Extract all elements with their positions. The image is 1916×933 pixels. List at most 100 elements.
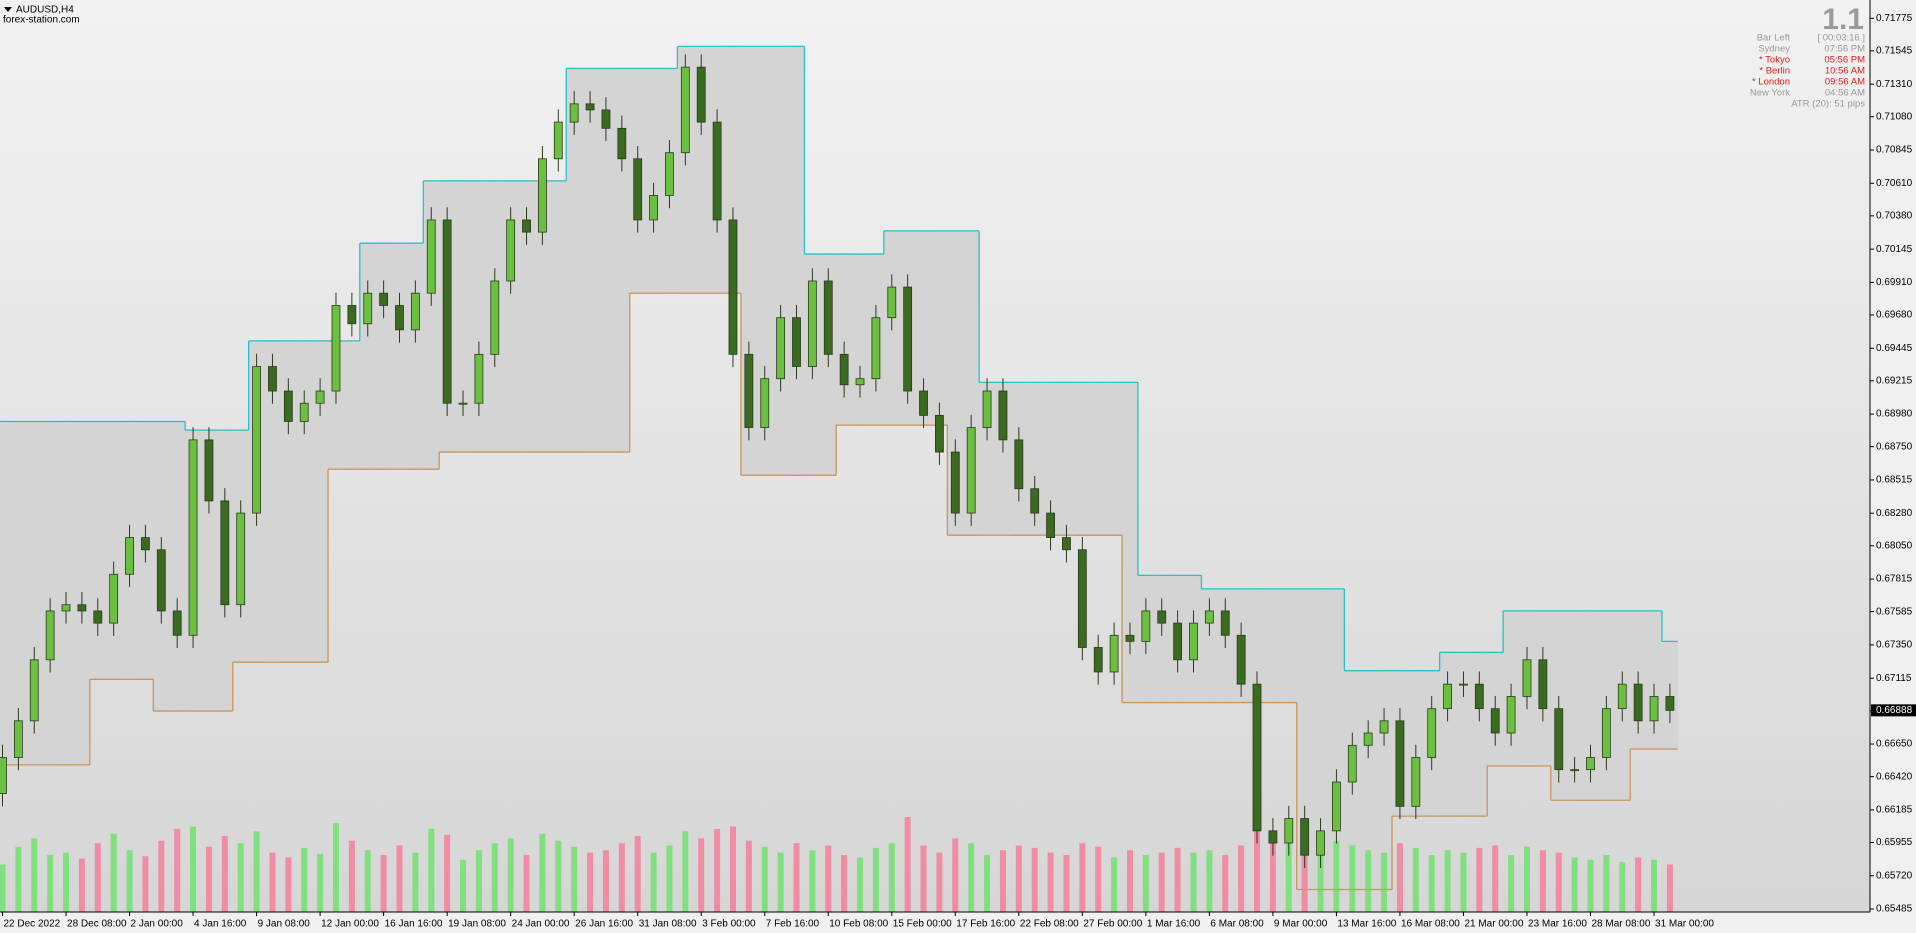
candle-body bbox=[887, 286, 897, 319]
channel-fill bbox=[836, 254, 853, 426]
y-tick-label: 0.66185 bbox=[1876, 805, 1913, 816]
candle-body bbox=[649, 195, 658, 221]
candle-body bbox=[45, 610, 55, 661]
candle-body bbox=[1173, 622, 1183, 661]
volume-bar bbox=[968, 843, 975, 912]
volume-bar bbox=[221, 836, 228, 912]
candle-body bbox=[807, 280, 817, 367]
channel-fill bbox=[1264, 588, 1282, 703]
info-value: [ 00:03:16 ] bbox=[1817, 33, 1865, 44]
candle-body bbox=[252, 366, 261, 514]
candle-body bbox=[1268, 830, 1278, 844]
y-tick-label: 0.67115 bbox=[1876, 673, 1912, 684]
x-tick-label: 17 Feb 16:00 bbox=[956, 919, 1015, 930]
candle-body bbox=[1077, 549, 1087, 648]
candle-body bbox=[1014, 439, 1024, 490]
candle-body bbox=[220, 500, 230, 606]
volume-bar bbox=[1412, 847, 1419, 912]
candle-body bbox=[331, 305, 341, 392]
volume-bar bbox=[475, 850, 482, 912]
candle-body bbox=[1554, 708, 1564, 771]
volume-bar bbox=[380, 855, 387, 912]
volume-bar bbox=[761, 846, 768, 912]
x-tick-label: 7 Feb 16:00 bbox=[766, 919, 820, 930]
volume-bar bbox=[714, 828, 721, 912]
candle-body bbox=[1601, 708, 1611, 758]
volume-bar bbox=[1508, 855, 1515, 912]
volume-bar bbox=[428, 828, 435, 912]
y-tick-label: 0.65485 bbox=[1876, 904, 1913, 915]
candle-body bbox=[363, 292, 373, 325]
x-tick-label: 6 Mar 08:00 bbox=[1210, 919, 1264, 930]
candle-body bbox=[1347, 744, 1357, 783]
candle-body bbox=[1284, 818, 1294, 844]
channel-fill bbox=[312, 340, 329, 663]
y-tick-label: 0.71775 bbox=[1876, 13, 1913, 24]
channel-fill bbox=[264, 340, 281, 663]
volume-bar bbox=[1587, 859, 1594, 912]
candle-body bbox=[696, 66, 706, 123]
candle-body bbox=[935, 414, 944, 453]
dropdown-arrow[interactable] bbox=[4, 7, 12, 12]
candle-body bbox=[982, 390, 992, 428]
candle-body bbox=[29, 659, 39, 722]
volume-bar bbox=[1460, 852, 1467, 912]
candle-body bbox=[1189, 622, 1198, 661]
candle-body bbox=[1204, 610, 1214, 624]
candle-body bbox=[553, 121, 563, 160]
volume-bar bbox=[1254, 828, 1261, 912]
indicator-version: 1.1 bbox=[1822, 3, 1864, 36]
atr-label: ATR (20): 51 pips bbox=[1791, 99, 1865, 110]
y-tick-label: 0.66420 bbox=[1876, 771, 1913, 782]
x-tick-label: 16 Jan 16:00 bbox=[385, 919, 443, 930]
y-tick-label: 0.69445 bbox=[1876, 343, 1913, 354]
volume-bar bbox=[0, 864, 6, 912]
volume-bar bbox=[777, 852, 784, 912]
channel-fill bbox=[1296, 588, 1313, 890]
volume-bar bbox=[1333, 840, 1340, 912]
volume-bar bbox=[1349, 845, 1356, 912]
volume-bar bbox=[460, 859, 467, 912]
candle-body bbox=[268, 366, 277, 392]
y-tick-label: 0.71080 bbox=[1876, 111, 1913, 122]
volume-bar bbox=[285, 857, 292, 912]
channel-fill bbox=[391, 243, 408, 470]
candle-body bbox=[1474, 683, 1484, 710]
candle-body bbox=[1316, 830, 1325, 856]
y-tick-label: 0.68750 bbox=[1876, 441, 1913, 452]
volume-bar bbox=[1269, 838, 1276, 912]
volume-bar bbox=[1142, 855, 1149, 912]
candle-body bbox=[395, 305, 404, 331]
volume-bar bbox=[317, 853, 324, 912]
channel-fill bbox=[1249, 588, 1266, 703]
channel-fill bbox=[915, 230, 932, 426]
volume-bar bbox=[666, 845, 673, 912]
volume-bar bbox=[904, 817, 911, 912]
candle-body bbox=[1236, 634, 1246, 685]
volume-bar bbox=[174, 828, 181, 912]
candle-body bbox=[760, 378, 770, 428]
info-label: New York bbox=[1750, 88, 1790, 99]
candle-body bbox=[125, 537, 134, 575]
volume-bar bbox=[348, 840, 355, 912]
volume-bar bbox=[78, 858, 85, 912]
info-value: 04:56 AM bbox=[1825, 88, 1865, 99]
y-tick-label: 0.68980 bbox=[1876, 409, 1913, 420]
candle-body bbox=[601, 109, 611, 129]
channel-fill bbox=[1280, 588, 1298, 703]
volume-bar bbox=[1635, 857, 1642, 912]
channel-fill bbox=[534, 180, 551, 453]
x-tick-label: 26 Jan 16:00 bbox=[575, 919, 633, 930]
x-tick-label: 23 Mar 16:00 bbox=[1528, 919, 1587, 930]
candle-body bbox=[13, 720, 23, 758]
x-tick-label: 16 Mar 08:00 bbox=[1401, 919, 1460, 930]
candle-body bbox=[474, 353, 484, 404]
plot-area bbox=[0, 45, 1679, 912]
volume-bar bbox=[1666, 864, 1673, 912]
volume-bar bbox=[1396, 843, 1403, 912]
channel-fill bbox=[518, 180, 535, 453]
x-tick-label: 21 Mar 00:00 bbox=[1464, 919, 1523, 930]
candle-body bbox=[188, 439, 198, 636]
